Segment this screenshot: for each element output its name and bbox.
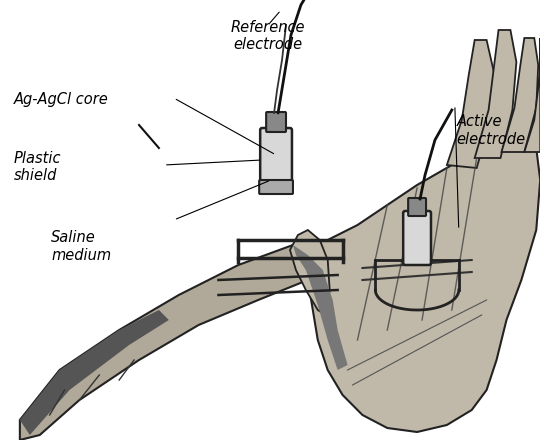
Polygon shape [290,230,330,315]
Polygon shape [293,140,540,432]
Polygon shape [475,30,516,158]
Text: Saline
medium: Saline medium [51,230,112,263]
FancyBboxPatch shape [259,180,293,194]
Text: Reference
electrode: Reference electrode [230,20,305,52]
FancyBboxPatch shape [408,198,426,216]
FancyBboxPatch shape [266,112,286,132]
Polygon shape [447,40,494,168]
Polygon shape [293,245,348,370]
Text: Active
electrode: Active electrode [456,114,526,147]
Text: Plastic
shield: Plastic shield [14,151,61,183]
FancyBboxPatch shape [403,211,431,265]
Text: Ag-AgCl core: Ag-AgCl core [14,92,108,106]
Polygon shape [20,310,169,435]
Polygon shape [502,38,538,152]
Polygon shape [524,38,540,152]
Polygon shape [20,240,343,440]
FancyBboxPatch shape [260,128,292,187]
